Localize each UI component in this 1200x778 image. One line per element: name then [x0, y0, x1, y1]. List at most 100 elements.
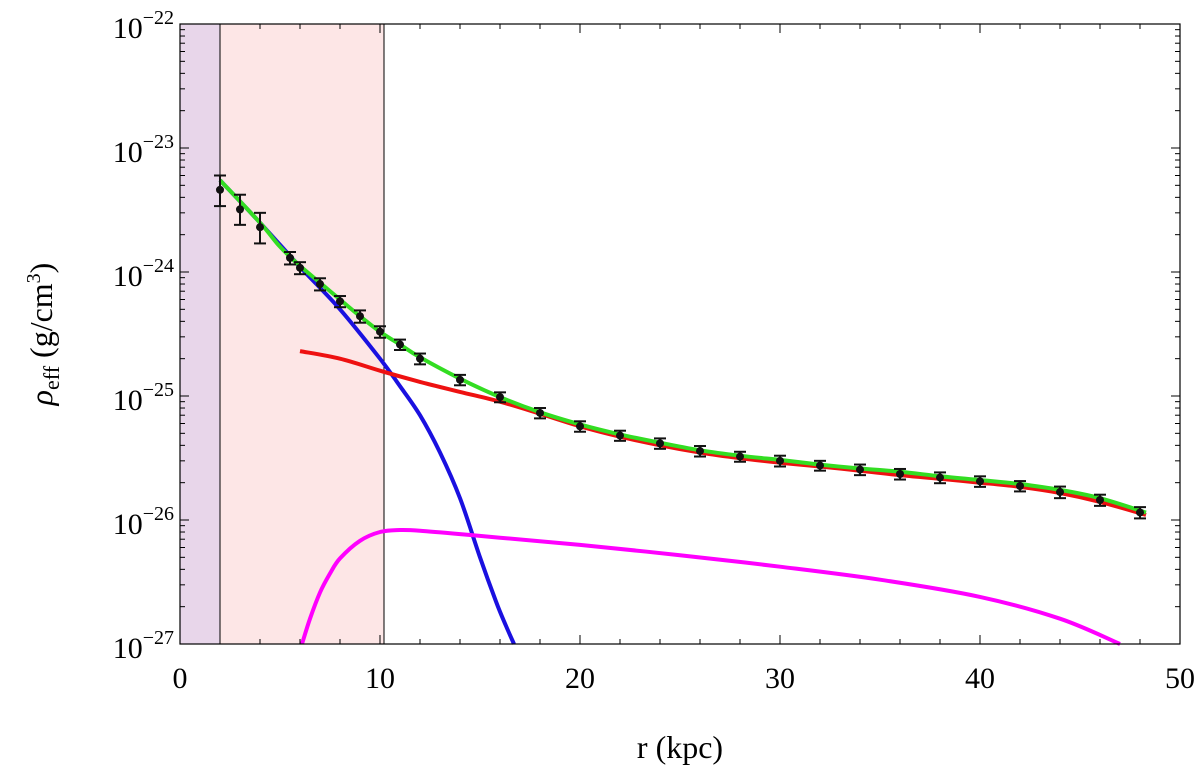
data-marker [936, 473, 944, 482]
data-point-17 [694, 445, 706, 458]
data-point-2 [254, 211, 266, 245]
data-point-21 [854, 463, 866, 477]
y-tick-label: 10−25 [113, 379, 174, 417]
data-point-11 [454, 373, 466, 387]
series-line-3 [218, 178, 1147, 515]
y-tick-base: 10 [113, 632, 143, 665]
data-point-27 [1094, 493, 1106, 507]
data-point-1 [234, 193, 246, 226]
data-marker [576, 422, 584, 431]
data-marker [816, 461, 824, 470]
data-point-16 [654, 437, 666, 450]
data-point-5 [314, 277, 326, 292]
y-tick-exponent: −25 [143, 379, 174, 401]
y-tick-base: 10 [113, 260, 143, 293]
data-marker [776, 456, 784, 465]
y-tick-base: 10 [113, 136, 143, 169]
data-marker [856, 465, 864, 474]
y-axis-unit-sup: 3 [23, 273, 45, 283]
data-point-15 [614, 429, 626, 442]
x-tick-label: 20 [565, 662, 595, 695]
data-point-28 [1134, 506, 1146, 520]
data-point-24 [974, 475, 986, 488]
y-axis-label: ρeff (g/cm3) [23, 263, 64, 407]
data-marker [1096, 495, 1104, 504]
data-marker [456, 375, 464, 384]
data-marker [696, 447, 704, 456]
y-tick-label: 10−27 [113, 627, 174, 665]
data-point-4 [294, 261, 306, 276]
y-tick-exponent: −24 [143, 255, 174, 277]
data-marker [336, 297, 344, 306]
data-marker [236, 205, 244, 214]
data-marker [396, 340, 404, 349]
data-point-8 [374, 325, 386, 339]
y-tick-base: 10 [113, 384, 143, 417]
data-marker [1016, 482, 1024, 491]
y-axis-unit: (g/cm [23, 283, 59, 366]
data-marker [416, 354, 424, 363]
x-tick-label: 0 [173, 662, 188, 695]
data-point-6 [334, 295, 346, 309]
y-tick-exponent: −23 [143, 131, 174, 153]
series-line-2 [299, 349, 1147, 517]
y-tick-base: 10 [113, 508, 143, 541]
data-marker [736, 452, 744, 461]
x-tick-labels: 0 10 20 30 40 50 [173, 662, 1196, 695]
data-point-20 [814, 459, 826, 472]
x-axis-label: r (kpc) [637, 729, 723, 765]
y-axis-unit-close: ) [23, 263, 59, 274]
data-marker [1056, 488, 1064, 497]
data-marker [296, 263, 304, 272]
x-tick-label: 10 [365, 662, 395, 695]
y-tick-label: 10−22 [113, 7, 174, 45]
data-point-25 [1014, 480, 1026, 493]
data-marker [496, 393, 504, 402]
y-tick-label: 10−23 [113, 131, 174, 169]
data-marker [616, 431, 624, 440]
data-marker [976, 477, 984, 486]
data-marker [286, 253, 294, 262]
y-axis-subscript: eff [39, 365, 64, 390]
data-marker [216, 185, 224, 194]
data-point-14 [574, 420, 586, 433]
data-point-9 [394, 338, 406, 351]
y-tick-exponent: −22 [143, 7, 174, 29]
data-points [214, 174, 1146, 520]
shaded-regions [180, 24, 384, 644]
data-point-12 [494, 391, 506, 404]
data-point-19 [774, 454, 786, 468]
data-marker [316, 280, 324, 289]
data-point-26 [1054, 485, 1066, 500]
x-tick-label: 50 [1165, 662, 1195, 695]
data-marker [896, 469, 904, 478]
data-marker [356, 312, 364, 321]
data-point-7 [354, 309, 366, 324]
y-axis-symbol: ρ [23, 390, 59, 406]
data-point-18 [734, 450, 746, 463]
y-tick-base: 10 [113, 12, 143, 45]
series-line-1 [300, 527, 1121, 646]
x-tick-label: 40 [965, 662, 995, 695]
y-tick-exponent: −27 [143, 627, 174, 649]
x-tick-label: 30 [765, 662, 795, 695]
shaded-region-0 [180, 24, 220, 644]
axis-ticks [179, 24, 1181, 645]
data-point-22 [894, 467, 906, 481]
y-tick-exponent: −26 [143, 503, 174, 525]
data-point-0 [214, 174, 226, 208]
data-marker [536, 408, 544, 417]
data-marker [656, 439, 664, 448]
data-marker [256, 223, 264, 232]
data-point-13 [534, 407, 546, 420]
data-point-3 [284, 250, 296, 266]
y-tick-label: 10−24 [113, 255, 174, 293]
plot-frame [179, 23, 1181, 645]
y-tick-label: 10−26 [113, 503, 174, 541]
data-marker [376, 327, 384, 336]
data-point-10 [414, 352, 426, 366]
data-marker [1136, 508, 1144, 517]
data-point-23 [934, 471, 946, 485]
